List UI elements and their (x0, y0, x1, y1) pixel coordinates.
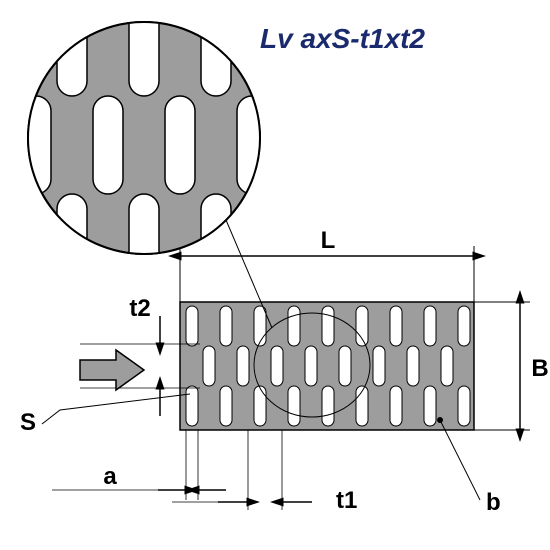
label-b-point: b (486, 489, 501, 516)
label-b-dim: B (531, 355, 548, 382)
label-l: L (321, 227, 336, 254)
diagram-title: Lv axS-t1xt2 (260, 23, 425, 54)
leader-s (42, 394, 190, 424)
perforated-plate (180, 302, 474, 430)
label-s: S (20, 409, 36, 436)
leader-b (440, 420, 480, 500)
label-a: a (103, 463, 117, 490)
label-t2: t2 (129, 295, 150, 322)
direction-arrow (80, 350, 144, 390)
label-t1: t1 (336, 487, 357, 514)
